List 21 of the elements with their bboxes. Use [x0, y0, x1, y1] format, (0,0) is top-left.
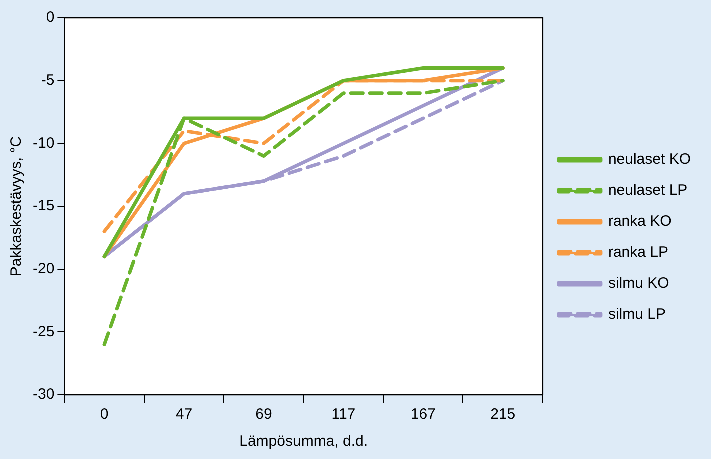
y-tick-label: -10: [32, 134, 55, 152]
x-tick-label: 117: [332, 406, 356, 424]
x-tick-label: 69: [256, 406, 272, 424]
y-tick-label: -5: [41, 72, 55, 89]
legend-label: silmu KO: [608, 275, 670, 292]
legend-label: silmu LP: [608, 306, 666, 324]
y-tick-label: 0: [46, 9, 55, 26]
legend-label: neulaset KO: [608, 151, 692, 168]
x-tick-label: 47: [176, 406, 193, 424]
x-axis-title: Lämpösumma, d.d.: [240, 433, 368, 450]
y-axis-title: Pakkaskestävyys, °C: [8, 136, 26, 277]
legend-label: ranka LP: [608, 244, 668, 262]
y-tick-label: -25: [32, 323, 55, 340]
y-tick-label: -15: [32, 198, 55, 215]
x-tick-label: 215: [490, 406, 516, 424]
legend-label: neulaset LP: [608, 182, 688, 200]
x-tick-label: 0: [100, 406, 109, 424]
y-tick-label: -30: [32, 386, 55, 404]
y-tick-label: -20: [32, 260, 55, 278]
x-tick-label: 167: [410, 406, 436, 424]
legend-label: ranka KO: [608, 213, 672, 230]
